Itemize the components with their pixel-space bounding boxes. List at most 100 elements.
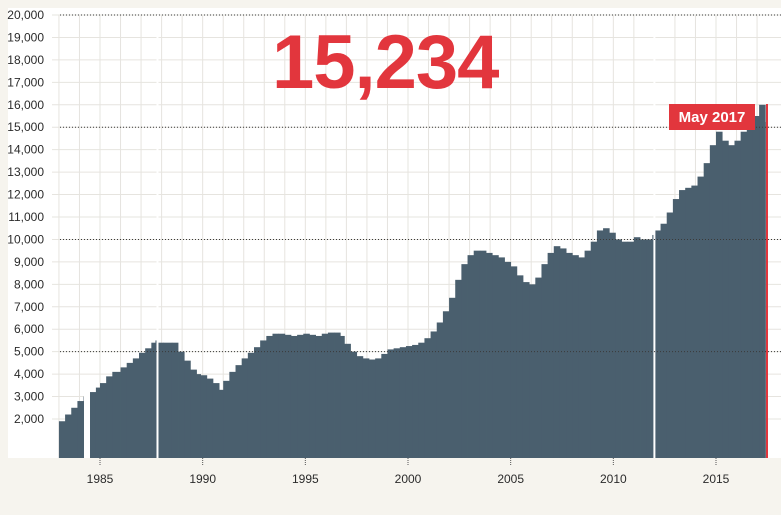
area-step: [442, 311, 450, 458]
area-step: [436, 322, 444, 458]
area-step: [344, 343, 351, 458]
area-step: [504, 261, 512, 458]
area-step: [95, 387, 101, 458]
area-step: [547, 252, 555, 458]
area-step: [603, 228, 610, 458]
vertical-markers: [84, 15, 656, 458]
y-tick-label: 3,000: [14, 390, 44, 404]
area-step: [260, 340, 267, 458]
area-step: [151, 342, 156, 458]
y-axis: 2,000 3,000 4,000 5,000 6,000 7,000 8,000 9,000…: [7, 8, 44, 426]
area-step: [399, 347, 407, 458]
area-step: [722, 140, 729, 458]
x-axis: 1985 1990 1995 2000 2005 2010 2015: [87, 458, 730, 486]
y-tick-label: 8,000: [14, 277, 44, 291]
area-step: [621, 241, 629, 458]
area-step: [278, 333, 286, 458]
area-step: [178, 351, 185, 458]
area-step: [350, 351, 358, 458]
area-step: [541, 264, 549, 458]
area-step: [327, 332, 335, 458]
y-tick-label: 13,000: [7, 165, 44, 179]
area-step: [334, 332, 341, 458]
callout-box: [669, 104, 755, 130]
area-step: [572, 255, 579, 458]
area-step: [241, 358, 249, 458]
area-step: [590, 241, 598, 458]
y-tick-label: 6,000: [14, 322, 44, 336]
y-tick-label: 20,000: [7, 8, 44, 22]
y-tick-label: 17,000: [7, 75, 44, 89]
area-step: [728, 145, 735, 458]
y-tick-label: 5,000: [14, 345, 44, 359]
area-step: [266, 335, 273, 458]
area-step: [163, 342, 173, 458]
area-step: [254, 347, 261, 458]
area-step: [284, 334, 292, 458]
area-step: [578, 257, 585, 458]
area-step: [212, 383, 220, 458]
y-tick-label: 10,000: [7, 232, 44, 246]
area-step: [685, 187, 692, 459]
area-step: [309, 334, 316, 458]
area-step: [703, 163, 711, 458]
area-step: [297, 334, 304, 458]
headline-value: 15,234: [272, 20, 499, 105]
area-step: [77, 401, 84, 458]
area-step: [184, 360, 191, 458]
area-step: [646, 239, 653, 458]
area-step: [190, 369, 197, 458]
area-step: [303, 333, 310, 458]
x-tick-label: 1985: [87, 472, 114, 486]
area-step: [272, 333, 280, 458]
area-step: [716, 131, 723, 458]
area-step: [71, 407, 78, 458]
area-step: [412, 344, 419, 458]
area-step: [387, 349, 395, 458]
x-tick-label: 2010: [600, 472, 627, 486]
area-step: [479, 250, 487, 458]
area-step: [247, 352, 255, 458]
area-step: [535, 277, 542, 458]
area-step: [424, 338, 431, 458]
callout: May 2017: [669, 104, 768, 458]
y-tick-label: 2,000: [14, 412, 44, 426]
y-tick-label: 16,000: [7, 98, 44, 112]
area-step: [516, 275, 524, 458]
area-step: [709, 145, 717, 458]
area-step: [467, 255, 475, 458]
area-step: [529, 284, 536, 458]
area-step: [65, 414, 72, 458]
area-step: [120, 367, 128, 458]
area-step: [393, 348, 401, 458]
y-tick-label: 9,000: [14, 255, 44, 269]
area-step: [752, 116, 760, 458]
area-step: [132, 358, 140, 458]
area-step: [486, 252, 493, 458]
area-step: [112, 371, 121, 458]
area-step: [672, 199, 680, 459]
area-step: [200, 375, 208, 458]
area-step: [633, 237, 641, 458]
area-step: [340, 335, 345, 458]
area-step: [139, 352, 146, 458]
area-step: [368, 359, 376, 458]
area-step: [455, 279, 462, 458]
area-step: [375, 358, 382, 458]
y-tick-label: 14,000: [7, 143, 44, 157]
area-step: [290, 335, 298, 458]
area-step: [522, 282, 530, 458]
x-tick-label: 2000: [395, 472, 422, 486]
callout-label: May 2017: [679, 109, 746, 126]
x-tick-label: 1995: [292, 472, 319, 486]
area-step: [492, 255, 499, 458]
gap-marker: [84, 387, 90, 458]
x-tick-label: 2005: [497, 472, 524, 486]
area-step: [679, 190, 686, 459]
area-step: [321, 333, 329, 458]
area-step: [87, 392, 97, 458]
area-step: [596, 230, 604, 458]
area-step: [609, 232, 616, 458]
area-step: [510, 266, 518, 458]
area-step: [566, 252, 573, 458]
